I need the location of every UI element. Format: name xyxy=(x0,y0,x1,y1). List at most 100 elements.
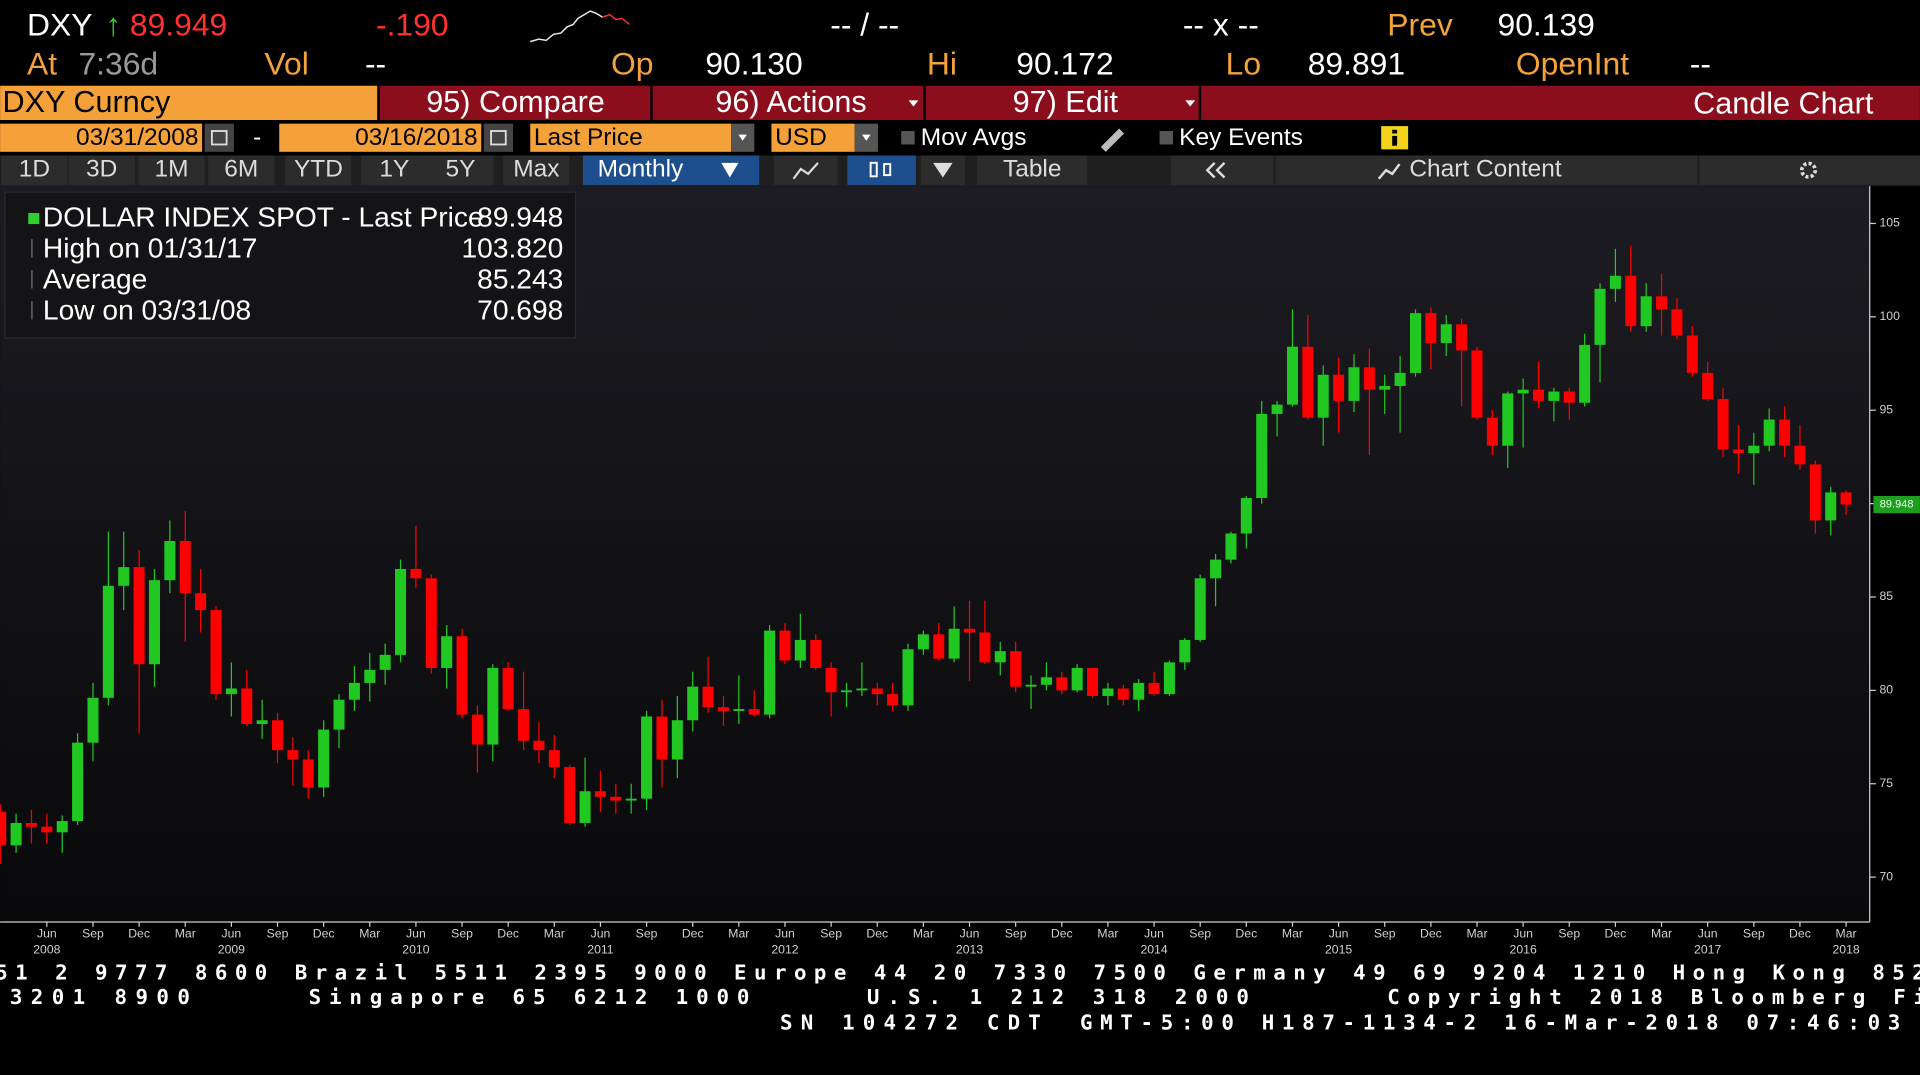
candle-body xyxy=(118,567,130,586)
x-tick-label: Jun xyxy=(775,926,795,940)
period-button[interactable] xyxy=(138,155,205,185)
frequency[interactable]: Monthly xyxy=(598,156,684,183)
candle-body xyxy=(1087,667,1099,696)
candle-body xyxy=(1302,346,1314,418)
collapse-button[interactable] xyxy=(1170,155,1274,185)
security-box[interactable] xyxy=(0,85,378,120)
chart-content[interactable]: Chart Content xyxy=(1409,156,1562,183)
period-button[interactable] xyxy=(1,155,68,185)
x-tick-label: Sep xyxy=(1374,926,1396,940)
candle-body xyxy=(656,716,668,760)
candle-body xyxy=(1240,497,1252,534)
calendar-icon[interactable] xyxy=(204,123,234,152)
x-year-label: 2010 xyxy=(402,942,429,956)
x-tick-label: Mar xyxy=(1836,926,1857,940)
field-box[interactable] xyxy=(530,123,732,152)
period-button[interactable] xyxy=(68,155,135,185)
candle-body xyxy=(1363,367,1375,390)
start-date-box[interactable] xyxy=(0,123,203,152)
currency[interactable]: USD xyxy=(775,124,827,151)
period-button[interactable] xyxy=(427,155,494,185)
x-tick-label: Jun xyxy=(1698,926,1718,940)
candle-body xyxy=(1502,393,1514,446)
period-button[interactable] xyxy=(361,155,428,185)
x-tick-label: Sep xyxy=(1743,926,1765,940)
actions-button[interactable]: 96) Actions xyxy=(715,85,866,119)
time: 7:36d xyxy=(78,46,158,82)
period-label[interactable]: 6M xyxy=(224,156,258,183)
legend-label: Low on 03/31/08 xyxy=(43,295,251,326)
low-value: 89.891 xyxy=(1308,46,1405,82)
line-chart-button[interactable] xyxy=(773,155,838,185)
period-label[interactable]: 1D xyxy=(19,156,50,183)
period-label[interactable]: Max xyxy=(513,156,559,183)
mov-avgs[interactable]: Mov Avgs xyxy=(921,124,1027,151)
x-tick-label: Sep xyxy=(820,926,842,940)
dropdown-arrow[interactable] xyxy=(1185,100,1196,107)
end-date[interactable]: 03/16/2018 xyxy=(355,124,477,151)
candle-chart-button[interactable] xyxy=(847,155,916,185)
candle-body xyxy=(610,796,622,801)
period-label[interactable]: 1Y xyxy=(379,156,409,183)
start-date[interactable]: 03/31/2008 xyxy=(76,124,198,151)
calendar-icon[interactable] xyxy=(483,123,514,152)
x-year-label: 2015 xyxy=(1325,942,1352,956)
dropdown-arrow xyxy=(738,134,747,141)
edit-button[interactable]: 97) Edit xyxy=(1013,85,1119,119)
candle-body xyxy=(1840,492,1852,505)
candle-body xyxy=(1348,367,1360,401)
currency-box[interactable] xyxy=(771,123,855,152)
x-year-label: 2011 xyxy=(587,942,614,956)
candle-body xyxy=(1286,346,1298,405)
candle-body xyxy=(1517,389,1529,394)
at-label: At xyxy=(27,46,57,82)
pencil-icon[interactable] xyxy=(1100,128,1125,152)
footer-phone: 3201 8900 xyxy=(10,985,190,1009)
period-label[interactable]: 1M xyxy=(155,156,189,183)
candle-body xyxy=(979,632,991,663)
menu-bar xyxy=(379,85,1920,120)
period-button[interactable] xyxy=(503,155,570,185)
checkbox[interactable] xyxy=(1159,131,1174,145)
footer-phone: U.S. 1 212 318 2000 xyxy=(867,985,1249,1009)
chart-content-button[interactable] xyxy=(1275,155,1698,185)
x-tick-label: Dec xyxy=(1051,926,1073,940)
checkbox[interactable] xyxy=(901,131,915,145)
period-button[interactable] xyxy=(285,155,352,185)
legend-value: 103.820 xyxy=(462,233,564,264)
end-date-box[interactable] xyxy=(279,123,482,152)
candle-body xyxy=(133,567,145,665)
candle-body xyxy=(1609,275,1621,289)
x-tick-label: Mar xyxy=(544,926,565,940)
period-label[interactable]: 5Y xyxy=(445,156,475,183)
bid-ask-size: -- x -- xyxy=(1183,6,1259,42)
period-button[interactable] xyxy=(208,155,275,185)
period-buttons: 1D 3D 1M 6M YTD 1Y 5Y Max xyxy=(1,155,570,185)
period-label[interactable]: YTD xyxy=(294,156,343,183)
candle-body xyxy=(1594,288,1606,345)
security[interactable]: DXY Curncy xyxy=(3,85,171,119)
period-label[interactable]: 3D xyxy=(86,156,117,183)
prev-value: 90.139 xyxy=(1498,6,1595,42)
candle-body xyxy=(1225,533,1237,560)
candle-body xyxy=(548,750,560,767)
table[interactable]: Table xyxy=(1003,156,1062,183)
candle-body xyxy=(25,822,37,827)
x-tick-label: Sep xyxy=(1005,926,1027,940)
candle-body xyxy=(1625,275,1637,327)
table-button[interactable] xyxy=(977,155,1088,185)
y-tick-label: 70 xyxy=(1880,869,1894,883)
candle-body xyxy=(687,686,699,721)
dropdown-arrow xyxy=(933,162,953,178)
compare-button[interactable]: 95) Compare xyxy=(426,85,605,119)
candle-body xyxy=(364,669,376,683)
candle-body xyxy=(272,720,284,751)
candle-body xyxy=(1179,639,1191,663)
dropdown-arrow[interactable] xyxy=(908,100,919,107)
field[interactable]: Last Price xyxy=(534,124,643,151)
y-tick-label: 85 xyxy=(1880,589,1894,603)
legend-label: DOLLAR INDEX SPOT - Last Price xyxy=(43,202,484,233)
key-events[interactable]: Key Events xyxy=(1179,124,1303,151)
last-price-label: 89.948 xyxy=(1880,498,1914,510)
settings-button[interactable] xyxy=(1699,155,1920,185)
